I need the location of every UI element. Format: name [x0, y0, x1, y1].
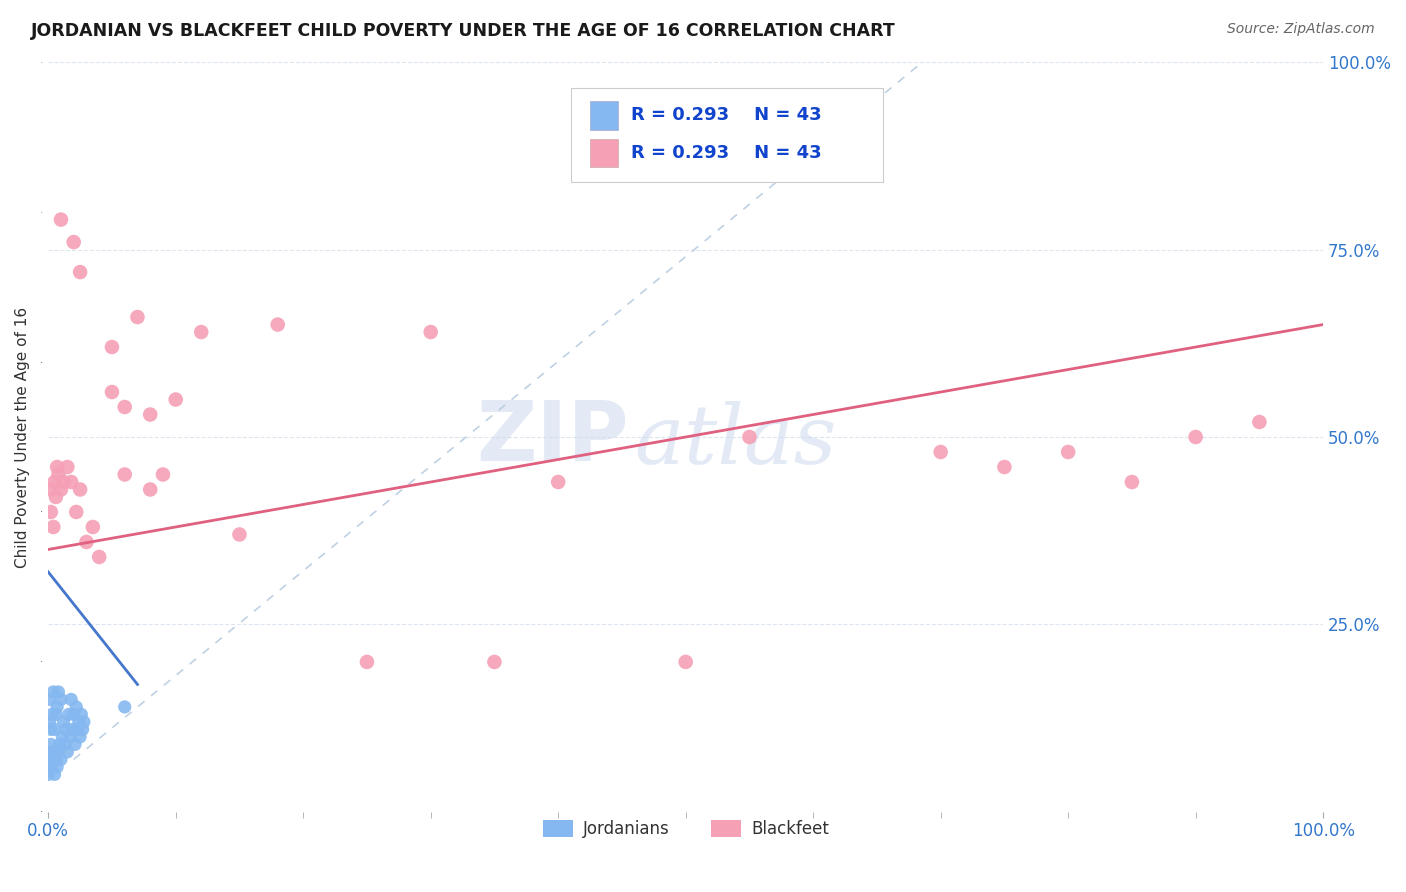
Point — [41, 752, 63, 766]
Point — [1249, 415, 1271, 429]
Point — [547, 475, 569, 489]
Point — [993, 460, 1015, 475]
Point — [48, 467, 70, 482]
Point — [190, 325, 212, 339]
Text: R = 0.293    N = 43: R = 0.293 N = 43 — [631, 106, 821, 124]
Point — [56, 745, 79, 759]
Point — [37, 767, 59, 781]
Point — [267, 318, 290, 332]
Point — [49, 212, 72, 227]
Point — [45, 752, 67, 766]
Point — [38, 692, 60, 706]
Point — [73, 714, 96, 729]
Point — [65, 505, 87, 519]
Point — [1121, 475, 1143, 489]
Point — [82, 520, 104, 534]
Point — [228, 527, 250, 541]
Point — [69, 483, 91, 497]
Point — [69, 265, 91, 279]
Point — [49, 752, 72, 766]
Point — [53, 738, 76, 752]
Point — [419, 325, 441, 339]
Point — [58, 707, 80, 722]
Bar — [591, 138, 619, 167]
Point — [356, 655, 378, 669]
Point — [69, 730, 91, 744]
Point — [45, 490, 67, 504]
Point — [52, 475, 75, 489]
Point — [41, 707, 63, 722]
Point — [46, 760, 69, 774]
Point — [59, 730, 82, 744]
Point — [139, 483, 162, 497]
Legend: Jordanians, Blackfeet: Jordanians, Blackfeet — [536, 814, 835, 845]
Point — [39, 505, 62, 519]
Point — [42, 520, 65, 534]
Point — [76, 535, 98, 549]
Point — [39, 738, 62, 752]
Bar — [591, 101, 619, 129]
Point — [62, 235, 84, 249]
Point — [101, 384, 124, 399]
Point — [41, 483, 63, 497]
Text: JORDANIAN VS BLACKFEET CHILD POVERTY UNDER THE AGE OF 16 CORRELATION CHART: JORDANIAN VS BLACKFEET CHILD POVERTY UND… — [31, 22, 896, 40]
Point — [484, 655, 506, 669]
Text: atlas: atlas — [634, 401, 837, 481]
Point — [39, 760, 62, 774]
Point — [72, 723, 94, 737]
Point — [89, 549, 111, 564]
Point — [127, 310, 149, 324]
Point — [63, 738, 86, 752]
Point — [51, 730, 73, 744]
Text: Source: ZipAtlas.com: Source: ZipAtlas.com — [1227, 22, 1375, 37]
Text: R = 0.293    N = 43: R = 0.293 N = 43 — [631, 144, 821, 161]
Point — [48, 685, 70, 699]
Point — [139, 408, 162, 422]
Point — [48, 738, 70, 752]
Point — [38, 714, 60, 729]
Point — [44, 475, 66, 489]
Point — [46, 460, 69, 475]
Point — [675, 655, 697, 669]
Point — [101, 340, 124, 354]
Point — [70, 707, 93, 722]
Point — [738, 430, 761, 444]
Point — [66, 723, 89, 737]
Point — [114, 467, 136, 482]
Y-axis label: Child Poverty Under the Age of 16: Child Poverty Under the Age of 16 — [15, 307, 30, 567]
Point — [49, 483, 72, 497]
FancyBboxPatch shape — [571, 88, 883, 182]
Point — [52, 714, 75, 729]
Point — [114, 400, 136, 414]
Point — [929, 445, 952, 459]
Point — [39, 723, 62, 737]
Point — [56, 460, 79, 475]
Point — [62, 707, 84, 722]
Point — [165, 392, 187, 407]
Point — [60, 692, 83, 706]
Point — [42, 745, 65, 759]
Point — [65, 700, 87, 714]
Point — [1057, 445, 1080, 459]
Point — [38, 745, 60, 759]
Point — [1184, 430, 1206, 444]
Point — [37, 752, 59, 766]
Point — [45, 707, 67, 722]
Point — [114, 700, 136, 714]
Point — [46, 700, 69, 714]
Point — [62, 723, 84, 737]
Point — [44, 767, 66, 781]
Point — [67, 714, 90, 729]
Text: ZIP: ZIP — [475, 397, 628, 477]
Point — [48, 745, 70, 759]
Point — [60, 475, 83, 489]
Point — [44, 723, 66, 737]
Point — [42, 685, 65, 699]
Point — [152, 467, 174, 482]
Point — [55, 723, 77, 737]
Point — [49, 692, 72, 706]
Point — [38, 764, 60, 778]
